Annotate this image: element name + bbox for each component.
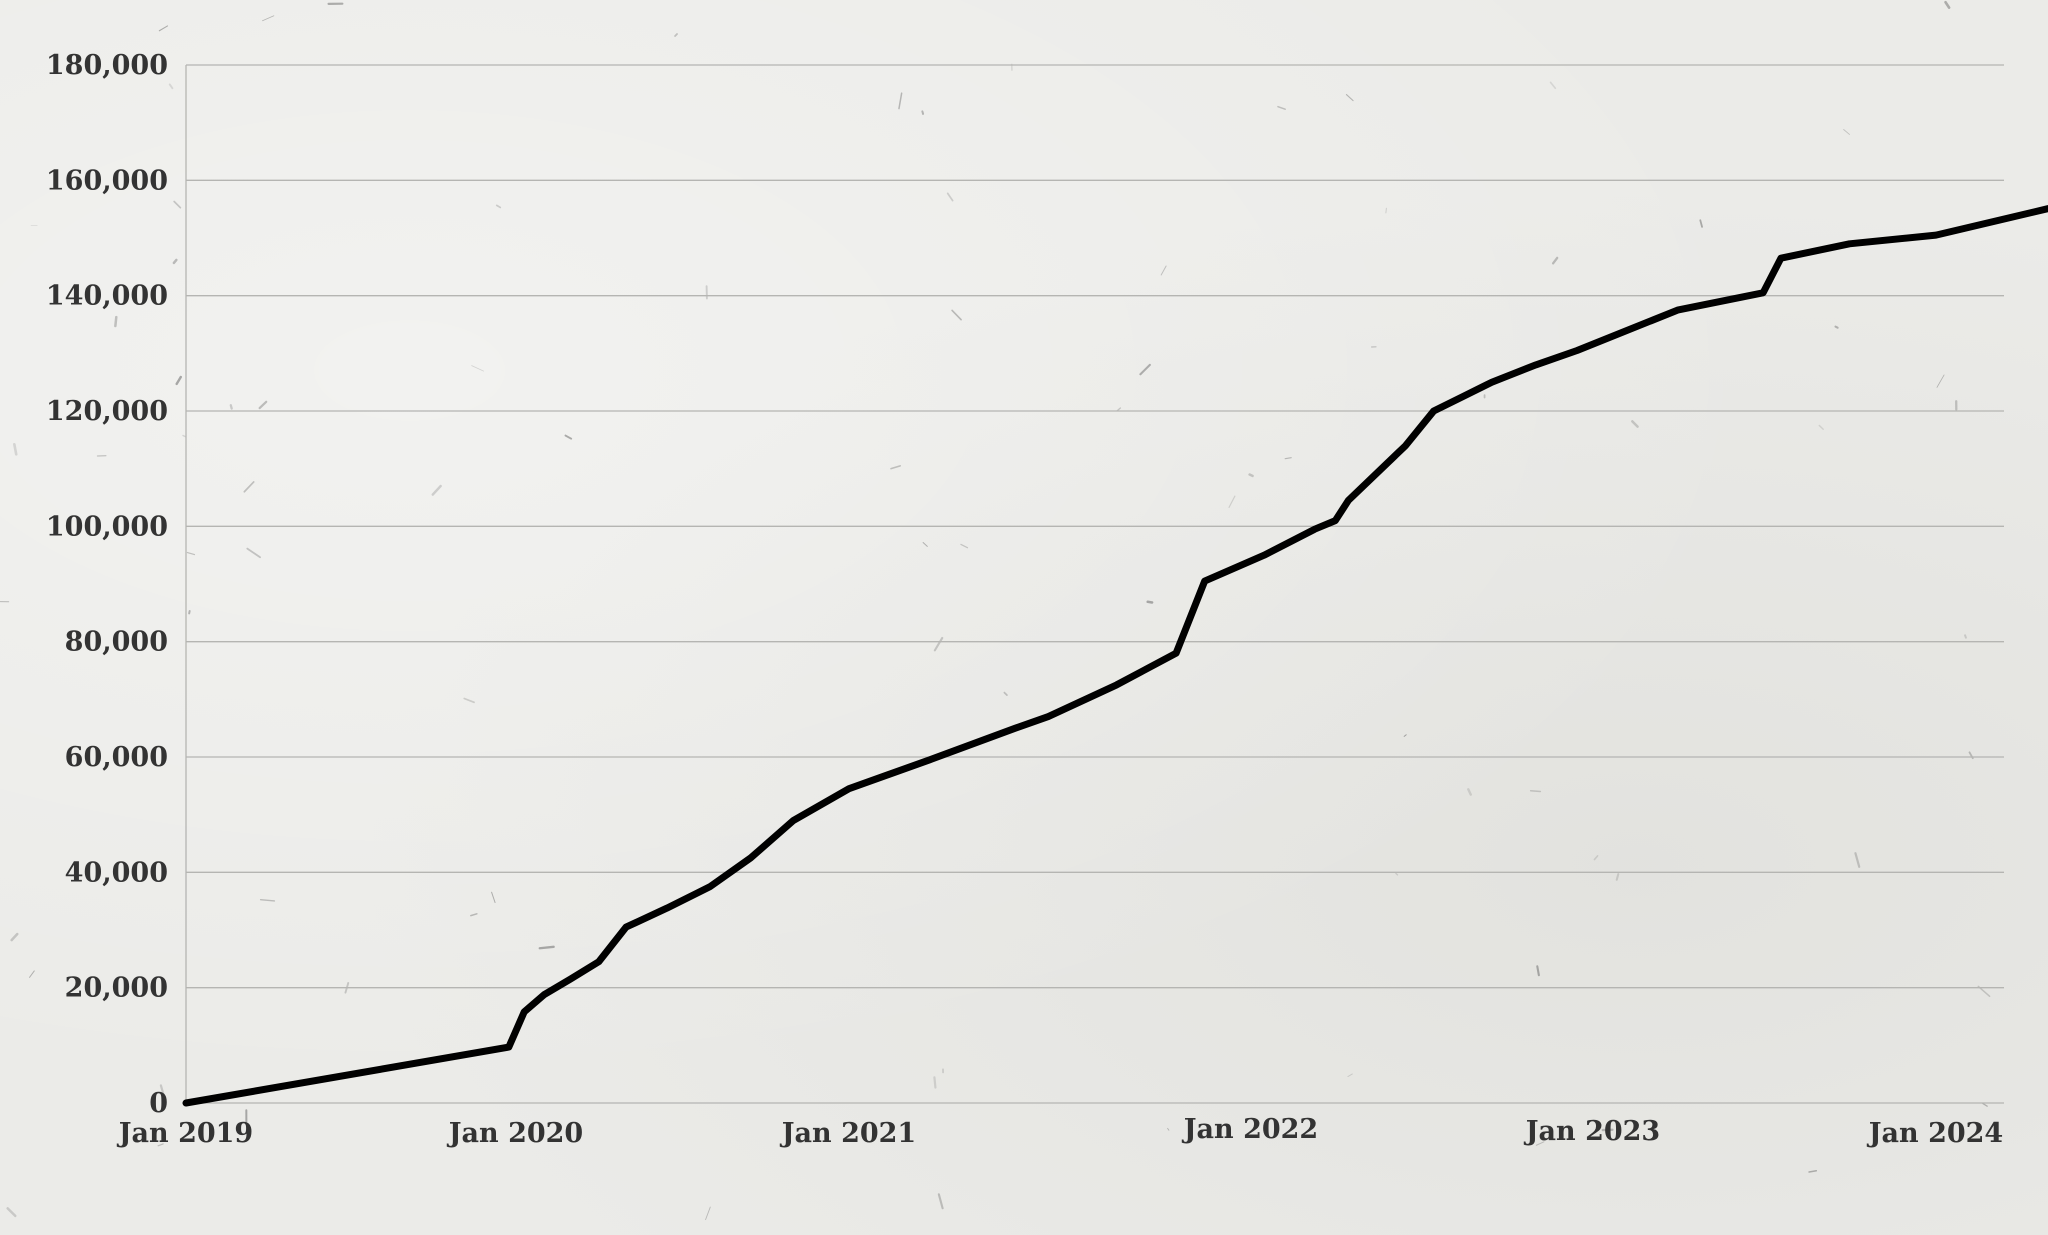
x-tick-label: Jan 2021 <box>780 1118 916 1149</box>
paper-speck <box>1818 424 1824 430</box>
paper-speck <box>495 204 502 209</box>
y-tick-label: 100,000 <box>46 511 168 542</box>
paper-speck <box>258 400 268 410</box>
paper-speck <box>1699 219 1703 228</box>
x-tick-label: Jan 2023 <box>1524 1116 1660 1147</box>
y-tick-label: 20,000 <box>65 973 168 1004</box>
paper-speck <box>1593 855 1599 861</box>
y-tick-label: 140,000 <box>46 281 168 312</box>
paper-speck <box>1167 1127 1170 1131</box>
y-tick-label: 40,000 <box>65 857 168 888</box>
paper-texture <box>0 0 1991 1221</box>
paper-speck <box>158 25 169 32</box>
paper-speck <box>1535 1141 1545 1146</box>
paper-speck <box>1944 0 1951 9</box>
paper-speck <box>1248 473 1254 478</box>
paper-speck <box>262 15 275 22</box>
paper-speck <box>1003 691 1008 696</box>
paper-speck <box>1347 1073 1353 1078</box>
paper-speck <box>463 697 475 704</box>
paper-speck <box>157 1143 164 1147</box>
paper-speck <box>1345 94 1354 102</box>
gridlines <box>185 64 2004 1104</box>
x-tick-label: Jan 2022 <box>1182 1114 1318 1145</box>
y-tick-label: 160,000 <box>46 165 168 196</box>
paper-speck <box>1843 129 1850 135</box>
paper-speck <box>960 543 969 549</box>
paper-speck <box>538 945 555 950</box>
paper-speck <box>1284 457 1292 460</box>
paper-speck <box>172 258 178 265</box>
paper-speck <box>173 200 182 209</box>
paper-speck <box>1536 965 1540 977</box>
paper-speck <box>1936 374 1945 388</box>
y-axis: 0 20,000 40,000 60,000 80,000 100,000 120,000 1… <box>46 50 168 1119</box>
y-tick-label: 120,000 <box>46 396 168 427</box>
x-tick-label: Jan 2019 <box>117 1118 253 1149</box>
paper-speck <box>1982 1102 1988 1107</box>
paper-speck <box>1808 1170 1818 1173</box>
paper-speck <box>13 443 18 456</box>
paper-speck <box>243 481 255 493</box>
paper-speck <box>29 970 35 978</box>
paper-speck <box>1964 634 1967 639</box>
paper-speck <box>246 547 261 559</box>
paper-speck <box>1834 325 1839 329</box>
y-tick-label: 0 <box>149 1088 168 1119</box>
paper-speck <box>898 92 903 110</box>
paper-speck <box>6 1207 17 1218</box>
y-tick-label: 60,000 <box>65 742 168 773</box>
y-tick-label: 180,000 <box>46 50 168 81</box>
paper-speck <box>921 110 925 115</box>
paper-speck <box>1549 81 1557 90</box>
paper-speck <box>10 932 19 942</box>
paper-speck <box>1854 852 1861 868</box>
paper-speck <box>1403 734 1407 737</box>
x-axis: Jan 2019 Jan 2020 Jan 2021 Jan 2022 Jan 2023… <box>117 1114 2003 1149</box>
paper-speck <box>1116 407 1122 412</box>
paper-speck <box>1615 873 1620 881</box>
paper-speck <box>471 365 484 372</box>
paper-speck <box>1277 105 1286 110</box>
paper-speck <box>933 1076 937 1089</box>
series-layer <box>182 205 2048 1107</box>
paper-speck <box>1467 788 1472 796</box>
paper-speck <box>1139 363 1151 376</box>
paper-speck <box>951 309 962 321</box>
paper-speck <box>1228 495 1236 508</box>
paper-speck <box>259 899 276 902</box>
paper-speck <box>1160 265 1167 276</box>
paper-speck <box>1146 600 1154 604</box>
paper-speck <box>431 484 442 496</box>
paper-speck <box>564 434 573 440</box>
paper-speck <box>175 375 182 386</box>
y-tick-label: 80,000 <box>65 627 168 658</box>
paper-speck <box>1529 790 1542 793</box>
paper-speck <box>1395 872 1399 876</box>
paper-speck <box>470 913 478 917</box>
paper-speck <box>946 192 954 202</box>
series-line-0 <box>182 205 2048 1107</box>
paper-speck <box>168 83 174 90</box>
x-tick-label: Jan 2020 <box>447 1118 583 1149</box>
paper-speck <box>705 1206 711 1221</box>
paper-speck <box>937 1193 944 1210</box>
x-tick-label: Jan 2024 <box>1867 1118 2003 1149</box>
paper-speck <box>922 542 928 547</box>
paper-speck <box>1551 256 1559 265</box>
paper-speck <box>1631 420 1639 428</box>
paper-speck <box>933 636 944 652</box>
paper-speck <box>159 1084 165 1097</box>
paper-speck <box>229 404 233 410</box>
paper-speck <box>114 315 118 328</box>
paper-speck <box>491 891 496 904</box>
paper-speck <box>890 465 901 470</box>
paper-speck <box>186 551 196 556</box>
paper-speck <box>674 33 678 37</box>
